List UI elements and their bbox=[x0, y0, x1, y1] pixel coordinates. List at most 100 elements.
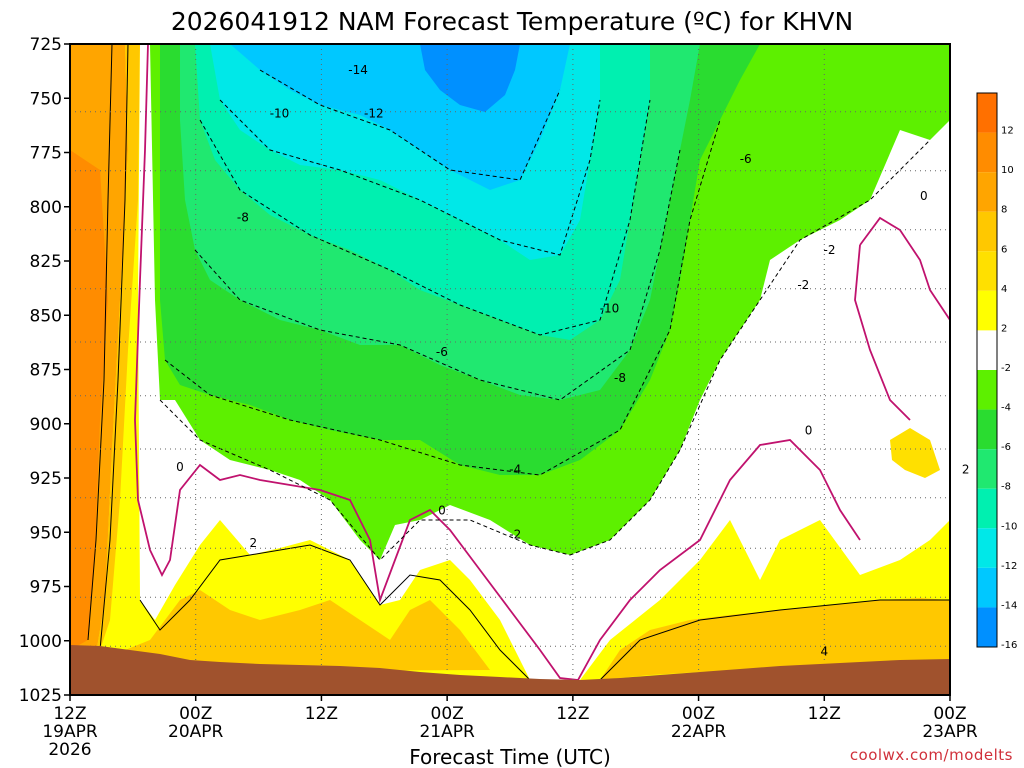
colorbar-swatch bbox=[977, 330, 997, 370]
colorbar-swatch bbox=[977, 251, 997, 291]
y-tick-label: 825 bbox=[30, 252, 62, 272]
x-tick-hour: 00Z bbox=[682, 704, 715, 724]
x-tick-date: 23APR bbox=[922, 722, 978, 742]
contour-label: -2 bbox=[509, 527, 521, 541]
y-tick-label: 1000 bbox=[19, 632, 62, 652]
contour-minus12 bbox=[259, 69, 561, 181]
colorbar-frame bbox=[976, 92, 998, 648]
x-tick-hour: 12Z bbox=[556, 704, 589, 724]
contour-label: 0 bbox=[920, 189, 928, 203]
x-tick-hour: 12Z bbox=[808, 704, 841, 724]
contour-label: -10 bbox=[600, 302, 620, 316]
zero-contour-line-main bbox=[134, 44, 861, 681]
colorbar-swatch bbox=[977, 172, 997, 212]
y-tick-label: 850 bbox=[30, 306, 62, 326]
contour-plus4 bbox=[599, 599, 950, 681]
x-tick-date: 20APR bbox=[168, 722, 224, 742]
contour-label: -8 bbox=[237, 211, 249, 225]
contour-label: -2 bbox=[824, 243, 836, 257]
x-tick-hour: 00Z bbox=[933, 704, 966, 724]
colorbar-swatch bbox=[977, 567, 997, 608]
colorbar-swatch bbox=[977, 370, 997, 410]
contour-plus6-left bbox=[99, 44, 129, 651]
x-tick-hour: 00Z bbox=[431, 704, 464, 724]
contour-label: 4 bbox=[820, 645, 828, 659]
x-tick-hour: 12Z bbox=[305, 704, 338, 724]
x-tick-date: 22APR bbox=[671, 722, 727, 742]
contour-label: 0 bbox=[805, 423, 813, 437]
contour-label: 0 bbox=[438, 504, 446, 518]
colorbar-swatch bbox=[977, 93, 997, 133]
ground-terrain bbox=[70, 645, 950, 695]
colorbar-swatch bbox=[977, 211, 997, 252]
x-tick-date: 19APR bbox=[42, 722, 98, 742]
colorbar-label: 10 bbox=[1001, 165, 1014, 176]
y-tick-label: 725 bbox=[30, 35, 62, 55]
y-tick-label: 950 bbox=[30, 523, 62, 543]
contour-minus4 bbox=[164, 119, 721, 476]
temp-band-warm-pocket-2 bbox=[600, 598, 950, 680]
contour-label: -14 bbox=[348, 63, 368, 77]
contour-label: -12 bbox=[364, 106, 384, 120]
contour-minus8 bbox=[199, 99, 651, 336]
contour-minus10 bbox=[219, 99, 601, 256]
y-tick-label: 900 bbox=[30, 415, 62, 435]
colorbar: 12 10 8 6 4 2 -2 -4 -6 -8 -10 -12 -14 -16 bbox=[976, 92, 1017, 651]
colorbar-label: -14 bbox=[1001, 600, 1017, 611]
colorbar-label: -2 bbox=[1001, 363, 1011, 374]
y-tick-label: 975 bbox=[30, 578, 62, 598]
x-tick-year: 2026 bbox=[48, 740, 91, 760]
contour-plus8-left bbox=[87, 44, 113, 641]
colorbar-swatch bbox=[977, 528, 997, 568]
contour-labels: -14 -10 -12 -6 -8 0 -2 -2 -10 -6 -8 0 0 -4 2 0 -2 2 4 bbox=[176, 63, 970, 659]
colorbar-label: -12 bbox=[1001, 561, 1017, 572]
x-tick-hour: 12Z bbox=[53, 704, 86, 724]
colorbar-swatch bbox=[977, 488, 997, 529]
contour-plus2 bbox=[139, 544, 531, 681]
colorbar-swatch bbox=[977, 449, 997, 489]
colorbar-label: 12 bbox=[1001, 126, 1014, 137]
temp-band-minus14 bbox=[420, 44, 520, 112]
contour-label: -8 bbox=[614, 371, 626, 385]
colorbar-swatch bbox=[977, 409, 997, 450]
colorbar-label: -4 bbox=[1001, 403, 1011, 414]
contour-label: 2 bbox=[250, 536, 258, 550]
y-tick-label: 775 bbox=[30, 144, 62, 164]
credit-text: coolwx.com/modelts bbox=[850, 746, 1013, 764]
temp-band-yellow-left bbox=[95, 44, 140, 660]
contour-label: -6 bbox=[740, 152, 752, 166]
y-tick-label: 925 bbox=[30, 469, 62, 489]
contour-label: 2 bbox=[962, 462, 970, 476]
colorbar-label: 8 bbox=[1001, 205, 1007, 216]
contour-label: -4 bbox=[509, 462, 521, 476]
y-tick-label: 1025 bbox=[19, 686, 62, 706]
contour-label: -10 bbox=[270, 106, 290, 120]
colorbar-label: 6 bbox=[1001, 244, 1007, 255]
y-axis: 725 750 775 800 825 850 875 900 925 950 975 1000 102… bbox=[19, 35, 70, 706]
plot-area bbox=[70, 44, 950, 695]
colorbar-label: -8 bbox=[1001, 482, 1011, 493]
colorbar-label: -6 bbox=[1001, 442, 1011, 453]
temp-band-warm-pocket-3 bbox=[890, 428, 940, 478]
colorbar-swatch bbox=[977, 132, 997, 173]
colorbar-swatch bbox=[977, 607, 997, 647]
colorbar-label: 2 bbox=[1001, 323, 1007, 334]
y-tick-label: 750 bbox=[30, 89, 62, 109]
colorbar-swatch bbox=[977, 290, 997, 331]
y-tick-label: 875 bbox=[30, 361, 62, 381]
grid bbox=[70, 44, 950, 695]
colorbar-label: 4 bbox=[1001, 284, 1007, 295]
y-tick-label: 800 bbox=[30, 198, 62, 218]
zero-contour-line-right bbox=[859, 216, 950, 321]
x-axis-label: Forecast Time (UTC) bbox=[409, 745, 611, 768]
x-tick-hour: 00Z bbox=[179, 704, 212, 724]
x-tick-date: 21APR bbox=[419, 722, 475, 742]
contour-minus2 bbox=[159, 139, 931, 561]
contour-label: -6 bbox=[436, 345, 448, 359]
contour-label: 0 bbox=[176, 460, 184, 474]
temp-band-warm-pocket-1 bbox=[70, 590, 490, 672]
colorbar-label: -10 bbox=[1001, 521, 1017, 532]
contour-label: -2 bbox=[797, 278, 809, 292]
